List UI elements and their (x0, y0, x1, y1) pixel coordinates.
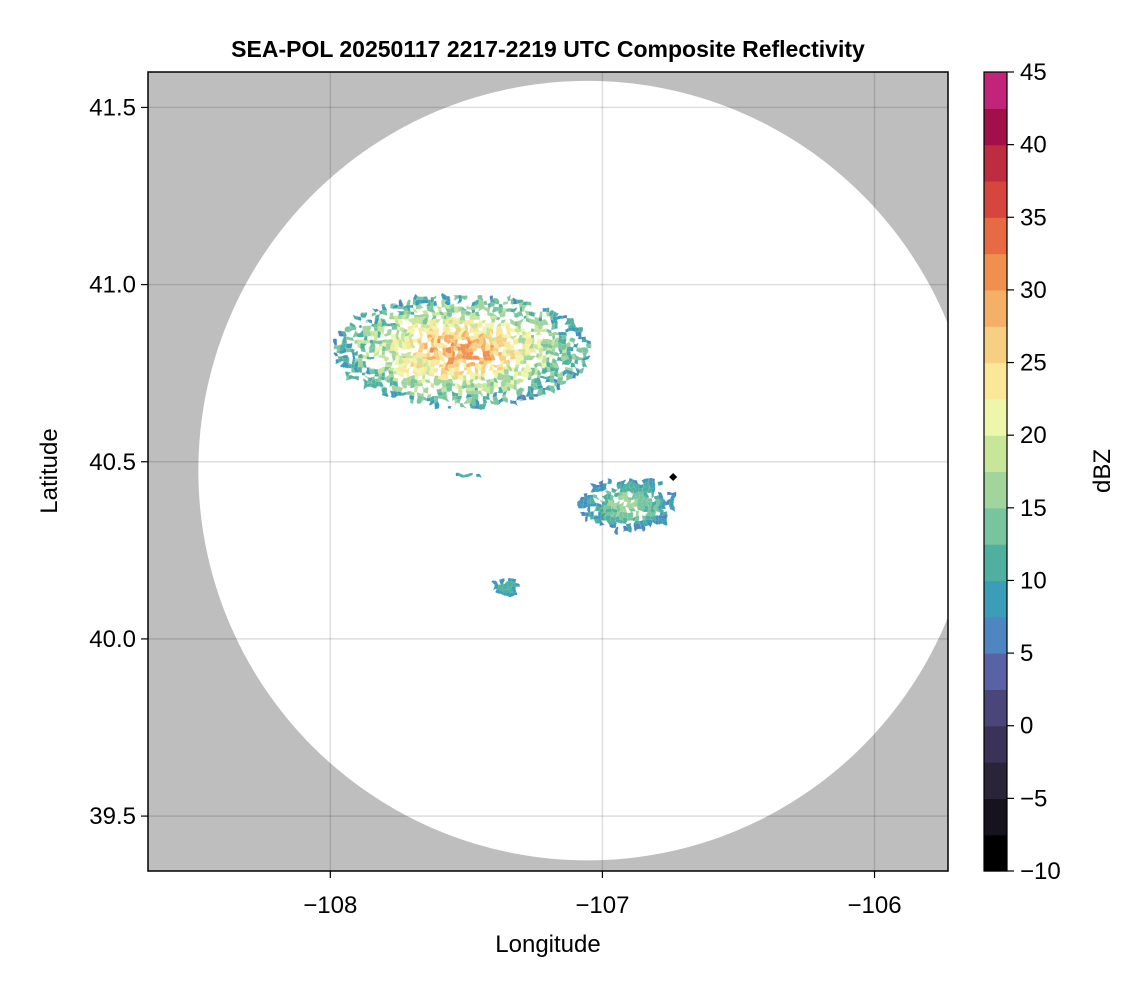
colorbar-segment (984, 326, 1007, 364)
colorbar-segment (984, 72, 1007, 109)
colorbar-segment (984, 580, 1007, 618)
colorbar-segment (984, 362, 1007, 400)
colorbar-segment (984, 180, 1007, 218)
colorbar-segment (984, 108, 1007, 146)
colorbar-tick-label: 40 (1020, 132, 1047, 159)
colorbar-tick-label: −10 (1020, 858, 1061, 885)
colorbar-segment (984, 689, 1007, 727)
y-axis-ticks: 39.5 40.0 40.5 41.0 41.5 (89, 94, 148, 830)
colorbar-segment (984, 471, 1007, 509)
y-tick-label: 39.5 (89, 803, 136, 830)
colorbar-segment (984, 435, 1007, 473)
colorbar-segment (984, 217, 1007, 255)
colorbar-segment (984, 762, 1007, 799)
colorbar-tick-label: 0 (1020, 713, 1033, 740)
echo-region (579, 479, 676, 532)
colorbar-segment (984, 253, 1007, 291)
colorbar-segments (984, 72, 1007, 872)
y-tick-label: 40.5 (89, 449, 136, 476)
colorbar-frame (983, 71, 1008, 872)
colorbar-segment (984, 616, 1007, 654)
echo-region (334, 295, 591, 408)
colorbar-segment (984, 544, 1007, 582)
radar-site-marker (669, 472, 678, 481)
colorbar-tick-label: 10 (1020, 567, 1047, 594)
colorbar-tick-label: 45 (1020, 59, 1047, 86)
plot-frame (147, 71, 949, 872)
grid-lines (148, 72, 948, 871)
colorbar-segment (984, 725, 1007, 763)
colorbar: −10 −5 0 5 10 15 20 25 30 35 40 45 dBZ (983, 59, 1116, 885)
x-axis-label: Longitude (495, 931, 600, 958)
plot-area: −108 −107 −106 39.5 40.0 40.5 41.0 41.5 (89, 71, 949, 919)
x-axis-ticks: −108 −107 −106 (303, 871, 902, 919)
y-tick-label: 41.5 (89, 94, 136, 121)
colorbar-segment (984, 834, 1007, 872)
y-axis-label: Latitude (36, 428, 63, 513)
y-tick-label: 41.0 (89, 272, 136, 299)
chart-title: SEA-POL 20250117 2217-2219 UTC Composite… (231, 36, 865, 62)
colorbar-segment (984, 798, 1007, 836)
colorbar-ticks: −10 −5 0 5 10 15 20 25 30 35 40 45 (1007, 59, 1061, 885)
colorbar-tick-label: −5 (1020, 785, 1047, 812)
colorbar-tick-label: 30 (1020, 277, 1047, 304)
colorbar-tick-label: 20 (1020, 422, 1047, 449)
colorbar-tick-label: 25 (1020, 350, 1047, 377)
colorbar-segment (984, 507, 1007, 545)
x-tick-label: −107 (575, 892, 629, 919)
colorbar-segment (984, 398, 1007, 436)
echo-region (456, 472, 481, 477)
colorbar-tick-label: 5 (1020, 640, 1033, 667)
radar-coverage-disk (198, 80, 948, 861)
colorbar-tick-label: 15 (1020, 495, 1047, 522)
colorbar-segment (984, 653, 1007, 691)
y-tick-label: 40.0 (89, 626, 136, 653)
reflectivity-echoes (334, 295, 676, 596)
echo-region (492, 579, 521, 596)
x-tick-label: −108 (303, 892, 357, 919)
colorbar-segment (984, 144, 1007, 182)
colorbar-segment (984, 289, 1007, 327)
x-tick-label: −106 (847, 892, 901, 919)
colorbar-label: dBZ (1089, 449, 1116, 493)
colorbar-tick-label: 35 (1020, 204, 1047, 231)
